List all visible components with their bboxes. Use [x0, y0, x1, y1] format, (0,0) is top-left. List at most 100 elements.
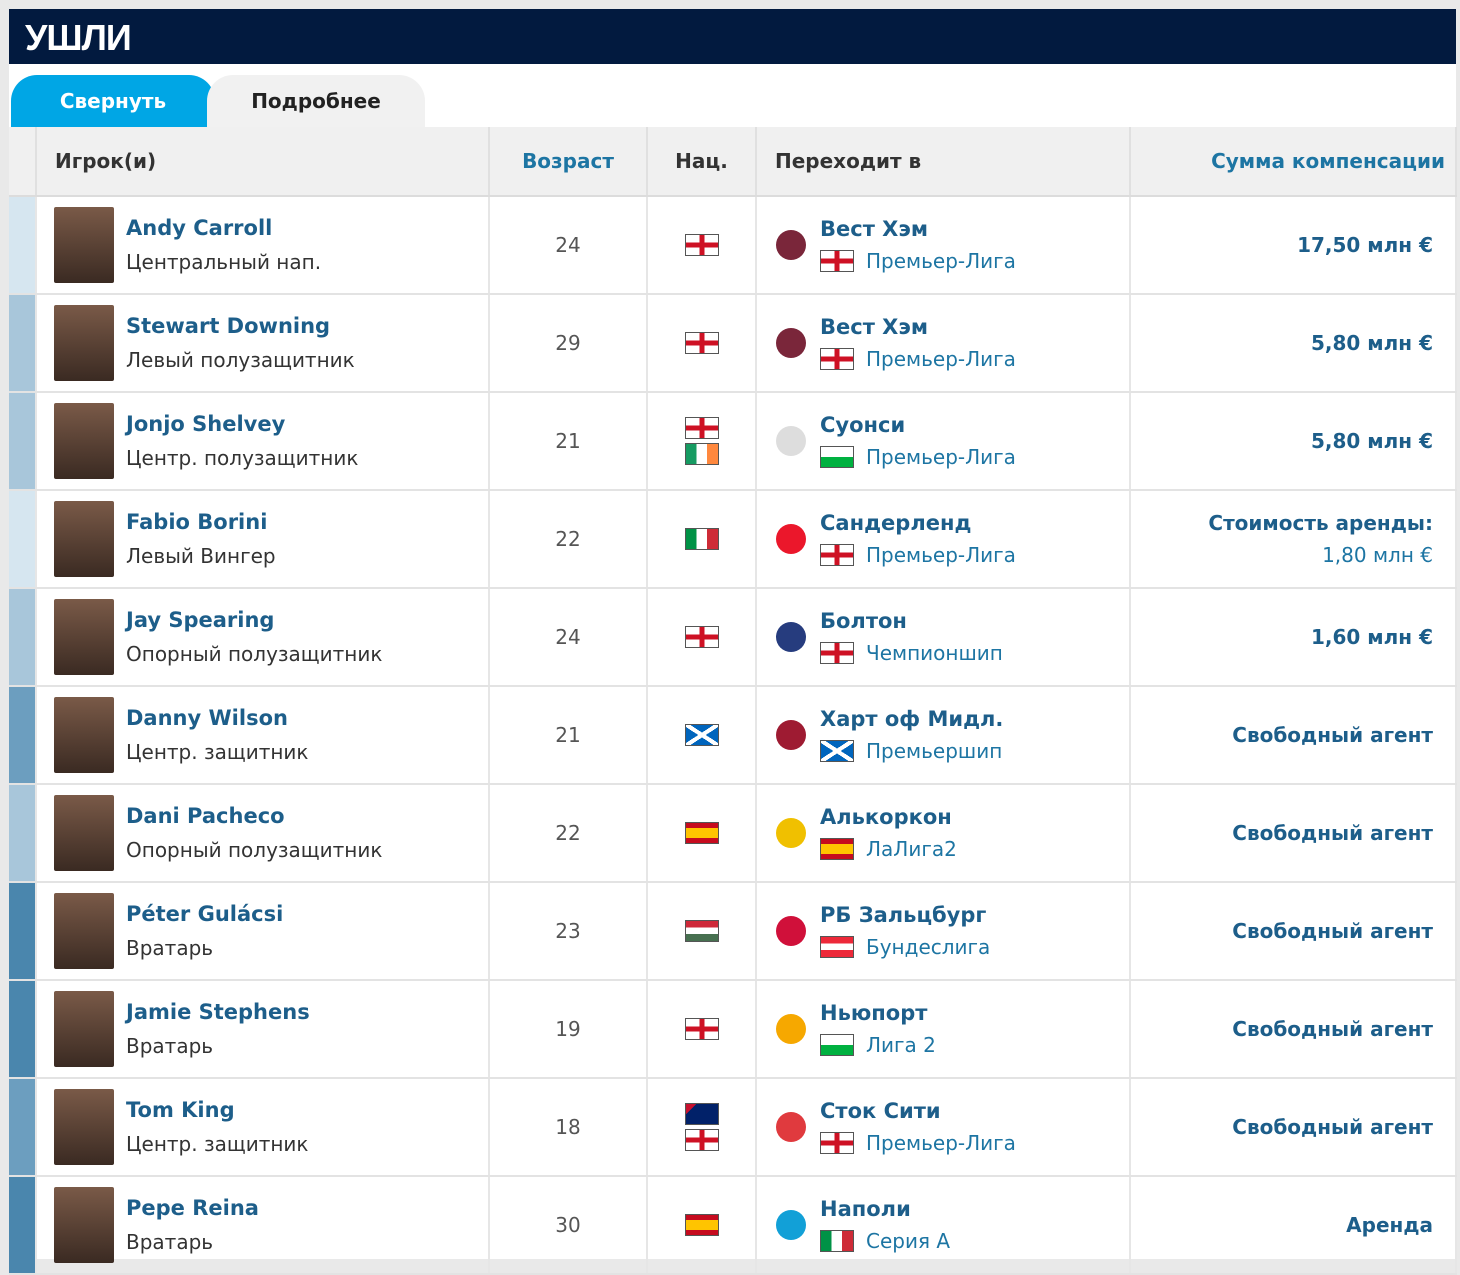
transfer-fee[interactable]: Свободный агент [1232, 723, 1433, 747]
player-position: Центр. защитник [126, 740, 309, 764]
club-crest-icon[interactable] [776, 1112, 806, 1142]
row-strip [9, 196, 37, 295]
row-strip [9, 882, 37, 981]
league-link[interactable]: ЛаЛига2 [866, 837, 957, 861]
club-crest-icon[interactable] [776, 916, 806, 946]
player-age: 22 [489, 490, 648, 589]
player-name-link[interactable]: Jay Spearing [126, 608, 275, 632]
club-name-link[interactable]: Сток Сити [820, 1099, 941, 1123]
loan-fee: 1,80 млн € [1322, 543, 1433, 567]
row-strip [9, 294, 37, 393]
club-crest-icon[interactable] [776, 230, 806, 260]
club-name-link[interactable]: Вест Хэм [820, 315, 928, 339]
player-photo[interactable] [54, 893, 114, 969]
transfer-fee[interactable]: 5,80 млн € [1310, 331, 1433, 355]
player-age: 21 [489, 392, 648, 491]
club-crest-icon[interactable] [776, 720, 806, 750]
player-photo[interactable] [54, 305, 114, 381]
player-photo[interactable] [54, 991, 114, 1067]
transfer-fee[interactable]: Свободный агент [1232, 919, 1433, 943]
club-name-link[interactable]: Болтон [820, 609, 907, 633]
player-name-link[interactable]: Andy Carroll [126, 216, 273, 240]
transfer-fee[interactable]: Свободный агент [1232, 1115, 1433, 1139]
player-photo[interactable] [54, 795, 114, 871]
nationality-cell [647, 686, 757, 785]
player-name-link[interactable]: Pepe Reina [126, 1196, 259, 1220]
club-name-link[interactable]: Алькоркон [820, 805, 952, 829]
transfer-fee[interactable]: Аренда [1346, 1213, 1433, 1237]
player-photo[interactable] [54, 1089, 114, 1165]
player-photo[interactable] [54, 501, 114, 577]
nationality-cell [647, 196, 757, 295]
header-age[interactable]: Возраст [489, 127, 648, 197]
flag-scotland-icon [684, 724, 719, 746]
flag-england-icon [820, 348, 854, 370]
flag-austria-icon [820, 936, 854, 958]
transfer-fee[interactable]: Свободный агент [1232, 1017, 1433, 1041]
player-position: Вратарь [126, 936, 214, 960]
table-row: Jamie Stephens Вратарь 19 Ньюпорт Лига 2… [9, 980, 1457, 1079]
transfer-fee[interactable]: Свободный агент [1232, 821, 1433, 845]
player-name-link[interactable]: Danny Wilson [126, 706, 288, 730]
league-link[interactable]: Лига 2 [866, 1033, 936, 1057]
club-crest-icon[interactable] [776, 622, 806, 652]
league-link[interactable]: Премьер-Лига [866, 347, 1016, 371]
tab-details[interactable]: Подробнее [207, 75, 425, 127]
player-photo[interactable] [54, 403, 114, 479]
strip-header [9, 127, 37, 197]
club-name-link[interactable]: Суонси [820, 413, 906, 437]
player-name-link[interactable]: Fabio Borini [126, 510, 268, 534]
player-photo[interactable] [54, 599, 114, 675]
tab-collapse[interactable]: Свернуть [11, 75, 215, 127]
player-photo[interactable] [54, 207, 114, 283]
nationality-cell [647, 980, 757, 1079]
club-name-link[interactable]: Наполи [820, 1197, 911, 1221]
transfer-fee[interactable]: 17,50 млн € [1297, 233, 1433, 257]
league-link[interactable]: Бундеслига [866, 935, 991, 959]
player-photo[interactable] [54, 697, 114, 773]
club-name-link[interactable]: Ньюпорт [820, 1001, 928, 1025]
table-row: Danny Wilson Центр. защитник 21 Харт оф … [9, 686, 1457, 785]
player-name-link[interactable]: Stewart Downing [126, 314, 331, 338]
flag-england-icon [820, 642, 854, 664]
table-row: Jay Spearing Опорный полузащитник 24 Бол… [9, 588, 1457, 687]
club-name-link[interactable]: Вест Хэм [820, 217, 928, 241]
club-crest-icon[interactable] [776, 328, 806, 358]
league-link[interactable]: Серия А [866, 1229, 951, 1253]
club-crest-icon[interactable] [776, 426, 806, 456]
transfer-fee[interactable]: 5,80 млн € [1310, 429, 1433, 453]
club-name-link[interactable]: Сандерленд [820, 511, 972, 535]
league-link[interactable]: Премьер-Лига [866, 1131, 1016, 1155]
player-photo[interactable] [54, 1187, 114, 1263]
row-strip [9, 392, 37, 491]
league-link[interactable]: Премьер-Лига [866, 543, 1016, 567]
player-age: 22 [489, 784, 648, 883]
club-crest-icon[interactable] [776, 524, 806, 554]
flag-england-icon [820, 250, 854, 272]
club-name-link[interactable]: Харт оф Мидл. [820, 707, 1004, 731]
club-crest-icon[interactable] [776, 1210, 806, 1240]
row-strip [9, 686, 37, 785]
player-name-link[interactable]: Jamie Stephens [126, 1000, 310, 1024]
league-link[interactable]: Премьершип [866, 739, 1003, 763]
player-name-link[interactable]: Dani Pacheco [126, 804, 285, 828]
league-link[interactable]: Чемпионшип [866, 641, 1003, 665]
player-position: Опорный полузащитник [126, 642, 383, 666]
player-name-link[interactable]: Tom King [126, 1098, 235, 1122]
player-age: 30 [489, 1176, 648, 1275]
nationality-cell [647, 1078, 757, 1177]
player-position: Центр. защитник [126, 1132, 309, 1156]
header-destination: Переходит в [756, 127, 1131, 197]
player-name-link[interactable]: Péter Gulácsi [126, 902, 284, 926]
header-fee[interactable]: Сумма компенсации [1130, 127, 1457, 197]
club-name-link[interactable]: РБ Зальцбург [820, 903, 987, 927]
club-crest-icon[interactable] [776, 818, 806, 848]
club-crest-icon[interactable] [776, 1014, 806, 1044]
league-link[interactable]: Премьер-Лига [866, 249, 1016, 273]
table-row: Tom King Центр. защитник 18 Сток Сити Пр… [9, 1078, 1457, 1177]
player-name-link[interactable]: Jonjo Shelvey [126, 412, 286, 436]
player-position: Вратарь [126, 1034, 214, 1058]
transfer-fee[interactable]: Стоимость аренды: [1208, 511, 1433, 535]
transfer-fee[interactable]: 1,60 млн € [1310, 625, 1433, 649]
league-link[interactable]: Премьер-Лига [866, 445, 1016, 469]
